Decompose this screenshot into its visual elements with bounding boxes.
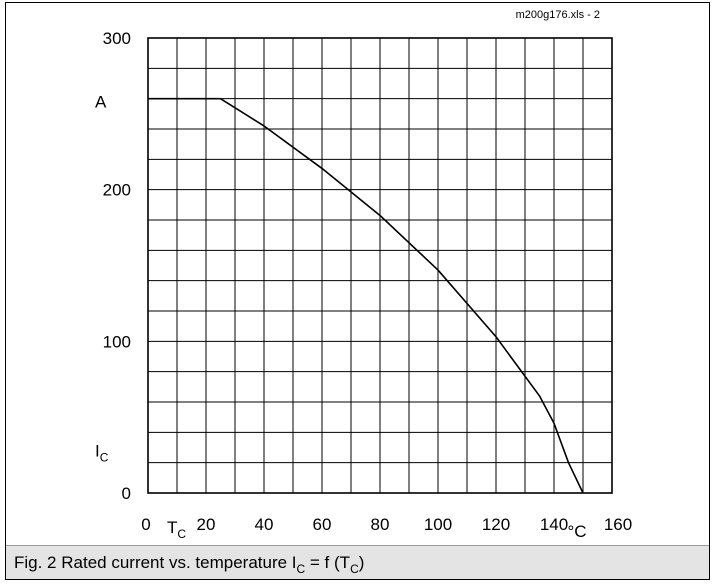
x-tick-label: 20 (197, 515, 216, 534)
x-tick-label: 60 (313, 515, 332, 534)
y-tick-label: 200 (103, 181, 131, 200)
y-tick-label: 300 (103, 29, 131, 48)
caption-suffix: ) (358, 553, 365, 572)
x-tick-label: 0 (141, 515, 150, 534)
caption-middle: = f (T (305, 553, 351, 572)
x-tick-label: 100 (424, 515, 452, 534)
x-tick-label: 140 (540, 515, 568, 534)
tick-labels: 0 100 200 300 0 20 40 60 80 100 120 140 160 (103, 29, 633, 534)
y-tick-label: 100 (103, 332, 131, 351)
caption-prefix: Fig. 2 Rated current vs. temperature I (14, 553, 297, 572)
y-tick-label: 0 (122, 484, 131, 503)
grid (148, 38, 612, 493)
x-tick-label: 160 (604, 515, 632, 534)
x-tick-label: 120 (482, 515, 510, 534)
figure-caption: Fig. 2 Rated current vs. temperature IC … (6, 545, 709, 579)
plot-border (147, 37, 613, 494)
file-tag: m200g176.xls - 2 (516, 9, 600, 21)
series-line (148, 97, 584, 494)
x-tick-label: 40 (255, 515, 274, 534)
caption-sub-1: C (296, 562, 306, 576)
y-axis-unit: A (95, 93, 107, 112)
chart: 0 100 200 300 0 20 40 60 80 100 120 140 160 m200g176… (95, 9, 633, 541)
y-axis-label-sub: C (100, 451, 109, 465)
y-axis-label-main: I (95, 442, 100, 461)
caption-sub-2: C (350, 562, 359, 576)
x-axis-label: TC (167, 518, 186, 541)
y-axis-label: IC (95, 442, 109, 465)
x-axis-label-sub: C (177, 527, 186, 541)
x-tick-label: 80 (371, 515, 390, 534)
x-axis-label-main: T (167, 518, 177, 537)
x-axis-unit: °C (567, 522, 586, 541)
